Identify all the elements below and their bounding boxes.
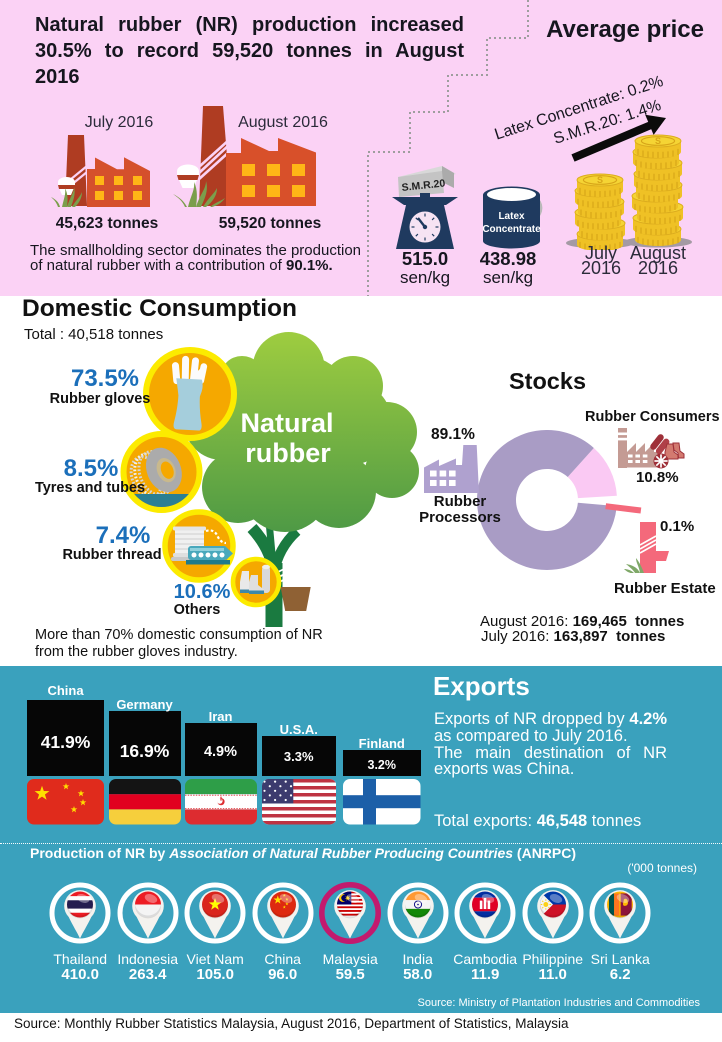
svg-text:Concentrate: Concentrate (482, 224, 541, 235)
svg-text:Latex: Latex (498, 211, 525, 222)
svg-text:rubber: rubber (245, 438, 331, 468)
svg-text:Natural: Natural (240, 408, 333, 438)
svg-text:S.M.R.20: S.M.R.20 (401, 177, 446, 194)
svg-text:S: S (597, 175, 603, 185)
svg-text:S: S (655, 136, 661, 146)
